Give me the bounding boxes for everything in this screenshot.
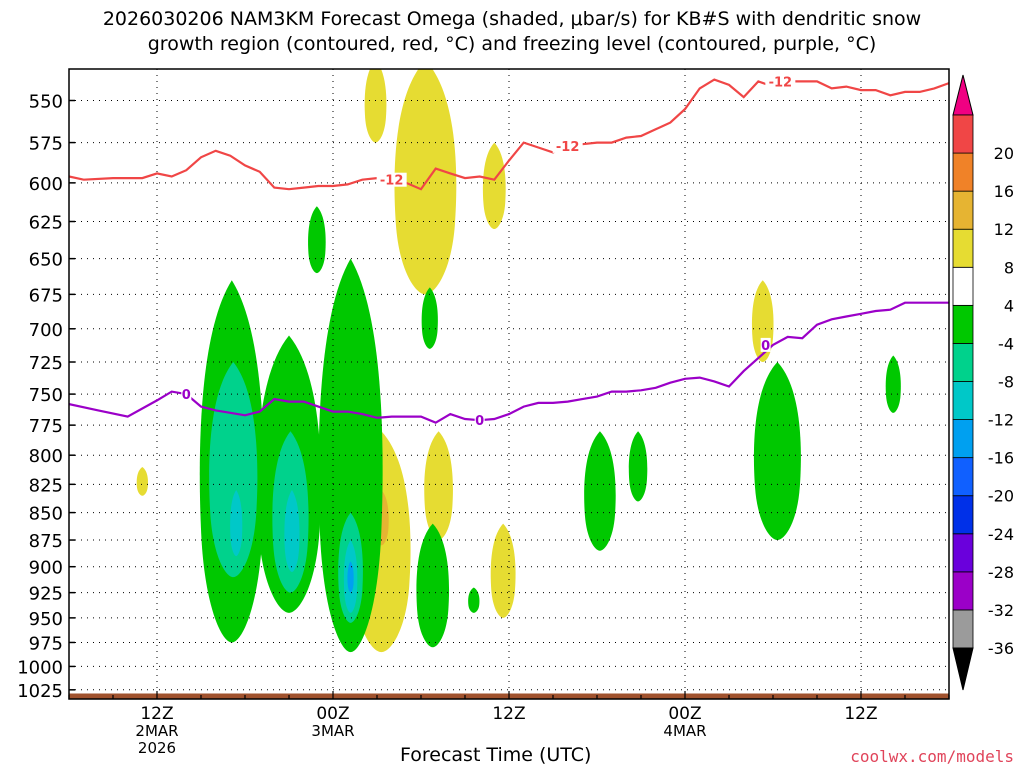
y-tick-label: 675 bbox=[29, 285, 63, 306]
omega-shaded-region bbox=[424, 431, 453, 541]
y-tick-label: 1025 bbox=[17, 681, 63, 702]
y-tick-label: 900 bbox=[29, 558, 63, 579]
x-tick-label: 3MAR bbox=[311, 722, 354, 740]
colorbar-label: 16 bbox=[994, 182, 1014, 201]
colorbar-under-arrow bbox=[952, 647, 974, 691]
colorbar-label: -8 bbox=[998, 373, 1014, 392]
omega-shaded-region bbox=[308, 206, 326, 274]
omega-shaded-region bbox=[416, 523, 450, 648]
colorbar-label: -24 bbox=[988, 525, 1014, 544]
colorbar-swatch bbox=[952, 152, 974, 192]
omega-shaded-region bbox=[347, 561, 354, 593]
omega-shaded-region bbox=[482, 142, 506, 230]
omega-shaded-region bbox=[136, 466, 148, 496]
colorbar-label: 8 bbox=[1004, 258, 1014, 277]
freezing-contour-label: 0 bbox=[182, 388, 191, 403]
colorbar-label: 4 bbox=[1004, 296, 1014, 315]
x-tick-label: 4MAR bbox=[663, 722, 706, 740]
colorbar-label: -20 bbox=[988, 487, 1014, 506]
freezing-contour-label-bg bbox=[760, 337, 771, 352]
colorbar: -36 -32 -28 -24 -20 -16 -12 -8 -4 4 8 12 16 20 bbox=[952, 74, 1014, 691]
colorbar-label: 12 bbox=[994, 220, 1014, 239]
y-tick-label: 925 bbox=[29, 584, 63, 605]
y-tick-label: 650 bbox=[29, 250, 63, 271]
omega-shaded-region bbox=[584, 431, 616, 551]
x-tick-label: 12Z bbox=[140, 704, 173, 724]
colorbar-label: -28 bbox=[988, 563, 1014, 582]
y-tick-label: 775 bbox=[29, 416, 63, 437]
colorbar-swatch bbox=[952, 609, 974, 649]
y-tick-label: 800 bbox=[29, 446, 63, 467]
colorbar-swatch bbox=[952, 495, 974, 535]
y-tick-label: 1000 bbox=[17, 657, 63, 678]
dgz-contour-label-bg bbox=[552, 138, 583, 153]
colorbar-swatch bbox=[952, 457, 974, 497]
colorbar-label: -36 bbox=[988, 639, 1014, 658]
colorbar-swatch bbox=[952, 533, 974, 573]
omega-shaded-region bbox=[318, 258, 383, 653]
freezing-contour-label: 0 bbox=[475, 414, 484, 429]
omega-shaded-region bbox=[885, 355, 901, 413]
colorbar-swatch bbox=[952, 190, 974, 230]
colorbar-label: 20 bbox=[994, 144, 1014, 163]
site-credit[interactable]: coolwx.com/models bbox=[850, 747, 1014, 766]
chart-title-line-1: 2026030206 NAM3KM Forecast Omega (shaded… bbox=[102, 8, 922, 30]
y-tick-label: 825 bbox=[29, 475, 63, 496]
omega-shaded-region bbox=[468, 587, 480, 613]
dgz-contour-label: -12 bbox=[769, 75, 793, 90]
dgz-contour-label-bg bbox=[376, 172, 407, 187]
x-tick-label: 12Z bbox=[844, 704, 877, 724]
x-axis-title: Forecast Time (UTC) bbox=[400, 744, 592, 766]
freezing-contour-label-bg bbox=[474, 413, 485, 428]
y-tick-label: 950 bbox=[29, 609, 63, 630]
y-tick-label: 875 bbox=[29, 531, 63, 552]
colorbar-swatch bbox=[952, 266, 974, 306]
freezing-contour-label-bg bbox=[181, 387, 192, 402]
x-tick-label: 00Z bbox=[668, 704, 701, 724]
y-tick-label: 600 bbox=[29, 174, 63, 195]
omega-shaded-region bbox=[284, 490, 300, 572]
colorbar-swatch bbox=[952, 343, 974, 382]
y-tick-label: 625 bbox=[29, 213, 63, 234]
freezing-contour-label: 0 bbox=[761, 339, 770, 354]
contour-lines: -12 -12 -12 0 0 0 bbox=[69, 74, 949, 429]
y-tick-label: 975 bbox=[29, 633, 63, 654]
x-tick-label: 12Z bbox=[492, 704, 525, 724]
colorbar-label: -12 bbox=[988, 411, 1014, 430]
chart-title-line-2: growth region (contoured, red, °C) and f… bbox=[147, 33, 877, 55]
colorbar-swatch bbox=[952, 419, 974, 459]
colorbar-over-arrow bbox=[952, 74, 974, 116]
colorbar-swatch bbox=[952, 304, 974, 344]
omega-shaded-region bbox=[421, 287, 438, 349]
dgz-contour-label: -12 bbox=[380, 174, 404, 189]
freezing-contour-line bbox=[69, 301, 949, 424]
omega-shaded-region bbox=[364, 69, 387, 143]
y-tick-label: 750 bbox=[29, 385, 63, 406]
x-tick-label: 00Z bbox=[316, 704, 349, 724]
y-tick-label: 725 bbox=[29, 353, 63, 374]
x-tick-label: 2MAR bbox=[135, 722, 178, 740]
dgz-contour-line bbox=[69, 78, 949, 191]
omega-shaded-region bbox=[490, 523, 516, 618]
x-tick-label: 2026 bbox=[138, 739, 176, 757]
y-tick-label: 550 bbox=[29, 91, 63, 112]
colorbar-swatch bbox=[952, 381, 974, 420]
dgz-contour-label-bg bbox=[765, 74, 796, 89]
colorbar-label: -4 bbox=[998, 334, 1014, 353]
y-axis: 550 575 600 625 650 675 700 725 750 775 800 825 850 8… bbox=[17, 91, 75, 702]
colorbar-swatch bbox=[952, 228, 974, 268]
colorbar-swatch bbox=[952, 114, 974, 154]
omega-shaded-region bbox=[753, 362, 801, 541]
dgz-contour-label: -12 bbox=[556, 140, 580, 155]
colorbar-swatch bbox=[952, 571, 974, 611]
colorbar-label: -32 bbox=[988, 601, 1014, 620]
y-tick-label: 850 bbox=[29, 504, 63, 525]
omega-shaded-region bbox=[230, 490, 243, 557]
colorbar-label: -16 bbox=[988, 449, 1014, 468]
y-tick-label: 700 bbox=[29, 320, 63, 341]
y-tick-label: 575 bbox=[29, 134, 63, 155]
omega-shaded-region bbox=[628, 431, 648, 502]
